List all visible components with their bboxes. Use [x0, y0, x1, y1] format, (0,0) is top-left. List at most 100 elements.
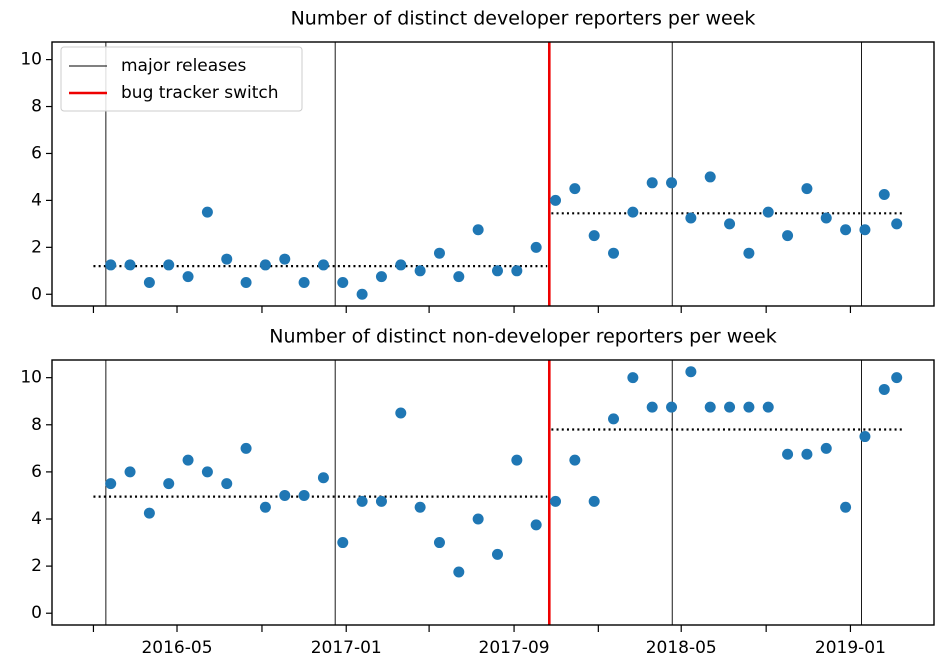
subplot-title: Number of distinct non-developer reporte… [269, 326, 776, 348]
point [550, 194, 562, 206]
y-tick-label: 4 [31, 509, 42, 529]
point [337, 277, 349, 289]
point [859, 224, 871, 236]
point [840, 224, 852, 236]
x-tick-label: 2019-01 [815, 638, 886, 658]
point [878, 189, 890, 201]
x-tick-label: 2016-05 [141, 638, 212, 658]
point [820, 442, 832, 454]
point [743, 247, 755, 259]
x-tick-label: 2018-05 [646, 638, 717, 658]
point [801, 183, 813, 195]
y-tick-label: 10 [20, 50, 42, 70]
point [859, 431, 871, 443]
point [414, 501, 426, 513]
point [511, 454, 523, 466]
point [530, 519, 542, 531]
x-tick-label: 2017-09 [479, 638, 550, 658]
point [724, 218, 736, 230]
point [433, 247, 445, 259]
point [666, 401, 678, 413]
point [259, 501, 271, 513]
point [762, 401, 774, 413]
point [356, 495, 368, 507]
point [201, 206, 213, 218]
x-tick-label: 2017-01 [311, 638, 382, 658]
point [569, 454, 581, 466]
y-tick-label: 6 [31, 143, 42, 163]
point [201, 466, 213, 478]
point [685, 212, 697, 224]
point [646, 401, 658, 413]
point [221, 253, 233, 265]
point [891, 372, 903, 384]
point [608, 413, 620, 425]
point [143, 507, 155, 519]
point [279, 253, 291, 265]
point [550, 495, 562, 507]
point [298, 277, 310, 289]
point [279, 489, 291, 501]
point [105, 259, 117, 271]
point [704, 401, 716, 413]
point [801, 448, 813, 460]
point [878, 383, 890, 395]
y-tick-label: 8 [31, 415, 42, 435]
subplot-title: Number of distinct developer reporters p… [291, 8, 756, 30]
point [491, 548, 503, 560]
point [414, 265, 426, 277]
y-tick-label: 10 [20, 368, 42, 388]
point [395, 407, 407, 419]
point [395, 259, 407, 271]
y-tick-label: 2 [31, 556, 42, 576]
point [646, 177, 658, 189]
legend-label: major releases [121, 56, 246, 76]
point [588, 495, 600, 507]
point [891, 218, 903, 230]
point [608, 247, 620, 259]
point [375, 271, 387, 283]
point [143, 277, 155, 289]
point [511, 265, 523, 277]
point [221, 478, 233, 490]
y-tick-label: 2 [31, 237, 42, 257]
point [666, 177, 678, 189]
point [840, 501, 852, 513]
y-tick-label: 0 [31, 603, 42, 623]
point [317, 259, 329, 271]
point [491, 265, 503, 277]
point [782, 448, 794, 460]
point [182, 454, 194, 466]
point [569, 183, 581, 195]
point [240, 442, 252, 454]
y-tick-label: 6 [31, 462, 42, 482]
y-tick-label: 0 [31, 284, 42, 304]
axes-frame [51, 41, 935, 307]
point [704, 171, 716, 183]
point [724, 401, 736, 413]
point [743, 401, 755, 413]
point [124, 466, 136, 478]
point [472, 224, 484, 236]
point [317, 472, 329, 484]
point [762, 206, 774, 218]
point [453, 566, 465, 578]
point [337, 537, 349, 549]
point [182, 271, 194, 283]
point [627, 206, 639, 218]
y-tick-label: 8 [31, 97, 42, 117]
point [105, 478, 117, 490]
point [433, 537, 445, 549]
point [375, 495, 387, 507]
axes-frame [51, 359, 935, 626]
point [259, 259, 271, 271]
legend-box [60, 46, 303, 112]
point [356, 288, 368, 300]
point [782, 230, 794, 242]
point [124, 259, 136, 271]
y-tick-label: 4 [31, 190, 42, 210]
legend-label: bug tracker switch [121, 83, 279, 103]
point [588, 230, 600, 242]
point [820, 212, 832, 224]
